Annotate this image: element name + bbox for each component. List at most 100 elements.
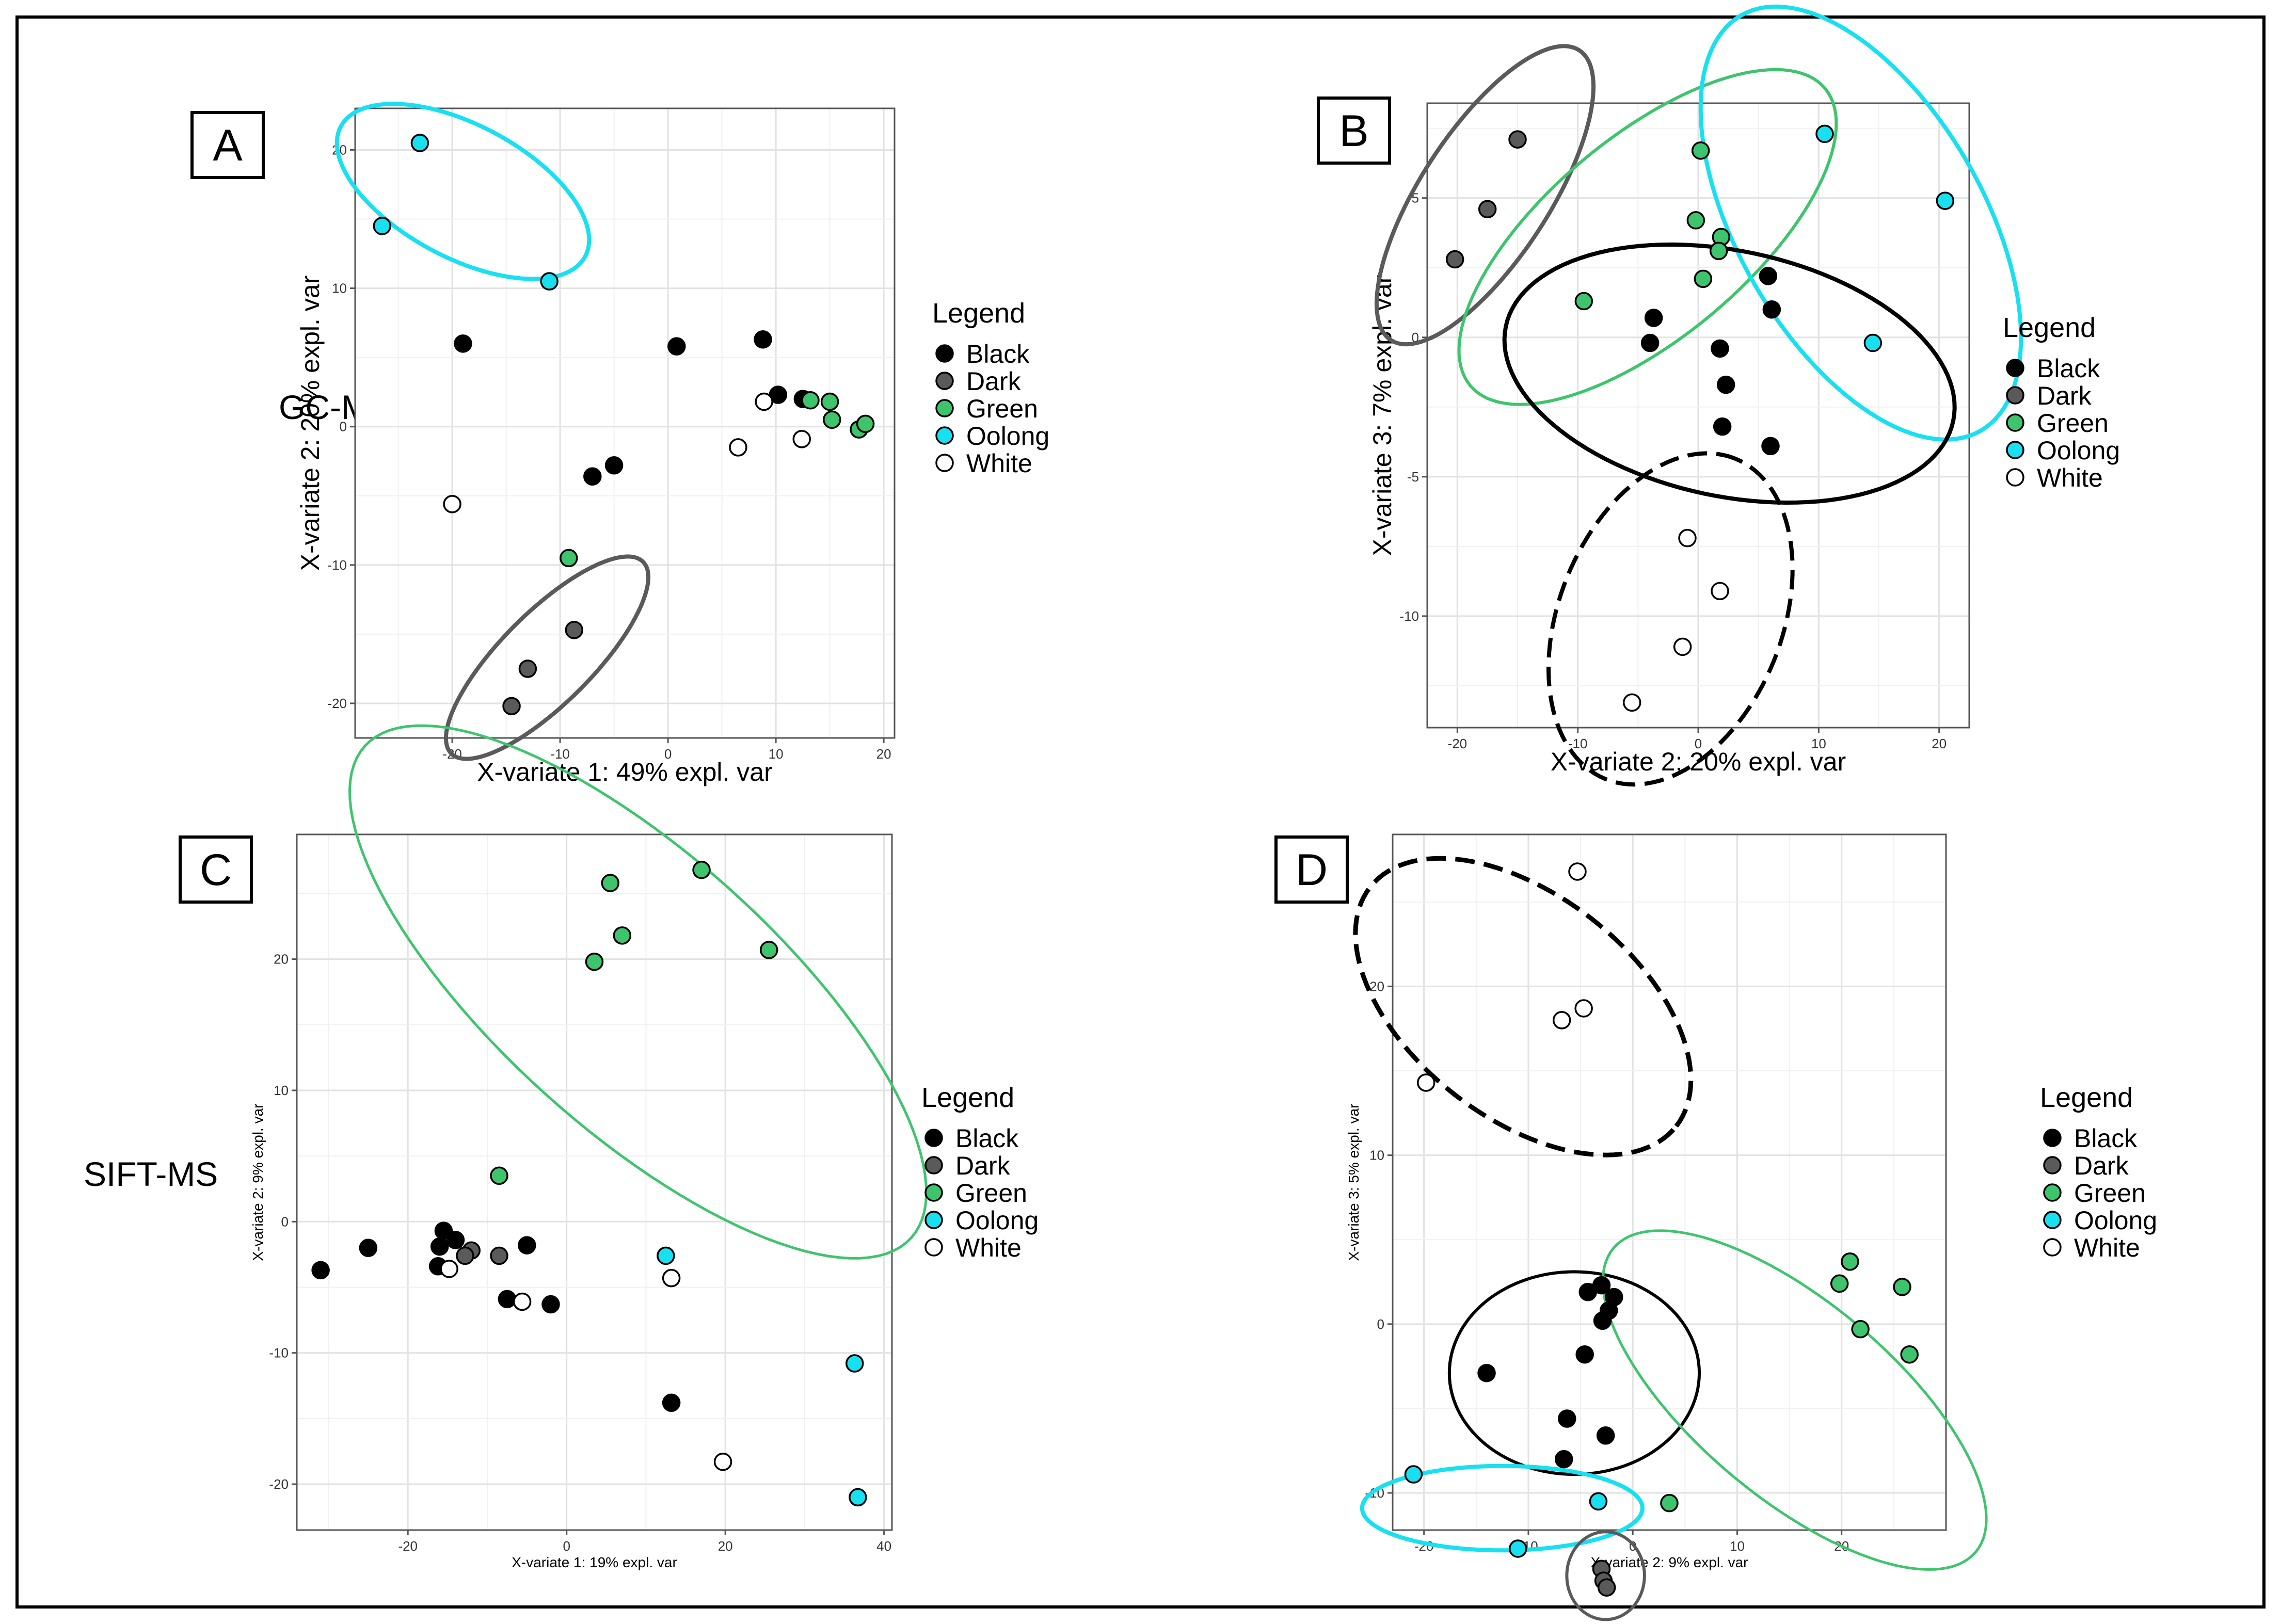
legend-title: Legend: [2040, 1082, 2133, 1113]
panel-badge: [1317, 97, 1391, 165]
plot-area: [297, 834, 892, 1530]
x-axis-label: X-variate 2: 9% expl. var: [1590, 1554, 1748, 1570]
legend-swatch-white: [935, 454, 954, 472]
legend-swatch-black: [2043, 1129, 2062, 1147]
point-oolong: [1815, 124, 1834, 143]
y-axis-label: X-variate 3: 5% expl. var: [1346, 1103, 1362, 1261]
point-black: [541, 1295, 560, 1314]
legend-label-white: White: [955, 1233, 1022, 1262]
plot-area: [355, 108, 895, 738]
point-dark: [456, 1246, 474, 1265]
x-tick-label: 0: [664, 746, 672, 762]
panel-letter: B: [1339, 106, 1368, 156]
legend-label-black: Black: [966, 340, 1030, 368]
legend-label-oolong: Oolong: [2037, 436, 2120, 465]
y-tick-label: 10: [332, 281, 347, 296]
x-tick-label: 10: [1811, 736, 1826, 751]
panels: -20 -10 0 10 20 -20 -10 0 10 20 X-variate 1: 49% e…: [179, 4, 2157, 1621]
point-oolong: [1508, 1539, 1527, 1558]
point-black: [1644, 309, 1663, 327]
legend-label-green: Green: [966, 394, 1038, 423]
point-oolong: [373, 217, 391, 235]
legend-label-black: Black: [2037, 354, 2100, 383]
point-green: [1851, 1320, 1870, 1339]
legend-label-white: White: [2037, 463, 2103, 492]
legend-swatch-green: [924, 1183, 943, 1202]
point-green: [601, 874, 619, 892]
y-tick-label: 0: [340, 419, 347, 435]
panel-letter: A: [213, 121, 243, 170]
point-white: [1552, 1011, 1571, 1030]
point-black: [662, 1393, 681, 1412]
point-white: [440, 1260, 458, 1278]
point-green: [1709, 242, 1728, 261]
point-oolong: [410, 134, 429, 152]
point-white: [662, 1268, 681, 1288]
point-black: [1762, 300, 1781, 319]
legend-label-black: Black: [955, 1124, 1019, 1153]
point-black: [446, 1231, 465, 1249]
point-black: [1713, 417, 1732, 436]
legend-title: Legend: [921, 1082, 1014, 1113]
point-dark: [1597, 1578, 1616, 1597]
y-tick-label: 10: [274, 1083, 289, 1098]
point-black: [1716, 375, 1735, 394]
ellipse-dark: [443, 554, 651, 761]
ellipse-green: [1601, 1229, 1988, 1571]
point-green: [1660, 1493, 1679, 1513]
point-white: [729, 438, 747, 457]
ellipse-black: [1447, 1270, 1701, 1476]
point-black: [498, 1290, 517, 1309]
y-tick-label: -10: [1399, 608, 1419, 624]
x-tick-label: 10: [769, 746, 784, 762]
legend-swatch-green: [935, 399, 954, 417]
ellipse-oolong: [1698, 4, 2023, 442]
point-black: [1711, 339, 1729, 358]
x-axis-label: X-variate 1: 19% expl. var: [512, 1554, 677, 1570]
point-oolong: [1863, 333, 1883, 352]
ellipse-dark: [1565, 1530, 1646, 1621]
point-white: [1711, 582, 1729, 601]
x-tick-label: -20: [398, 1538, 418, 1554]
point-green: [1900, 1345, 1919, 1364]
legend-swatch-black: [2006, 359, 2024, 377]
legend-label-green: Green: [2037, 409, 2109, 438]
legend-label-oolong: Oolong: [2074, 1206, 2157, 1235]
point-black: [430, 1237, 449, 1256]
point-black: [1575, 1345, 1594, 1364]
point-black: [1761, 437, 1780, 456]
point-green: [1830, 1274, 1849, 1293]
point-green: [1841, 1252, 1859, 1271]
point-oolong: [657, 1246, 675, 1265]
point-green: [759, 941, 778, 959]
point-green: [613, 926, 632, 945]
legend-label-oolong: Oolong: [955, 1206, 1039, 1235]
point-black: [1596, 1426, 1615, 1445]
x-tick-label: 20: [718, 1538, 733, 1554]
legend-swatch-white: [924, 1238, 943, 1257]
point-green: [856, 414, 875, 433]
x-tick-label: 10: [1730, 1538, 1745, 1554]
point-green: [585, 952, 604, 971]
point-black: [1554, 1450, 1573, 1469]
y-tick-label: 20: [1369, 978, 1384, 994]
point-green: [801, 391, 820, 410]
legend-swatch-oolong: [2006, 441, 2024, 459]
point-black: [667, 337, 686, 356]
point-oolong: [845, 1354, 864, 1373]
legend-swatch-green: [2006, 413, 2024, 432]
y-tick-label: -5: [1407, 469, 1419, 485]
point-black: [359, 1239, 378, 1257]
point-black: [754, 330, 772, 349]
plot-border: [1392, 833, 1947, 1531]
y-axis-label: X-variate 2: 20% expl. var: [296, 276, 325, 571]
plot-border: [354, 107, 896, 739]
point-white: [1416, 1073, 1435, 1092]
point-black: [1640, 333, 1660, 352]
point-black: [1477, 1363, 1496, 1382]
point-white: [443, 495, 461, 513]
point-black: [518, 1236, 536, 1255]
